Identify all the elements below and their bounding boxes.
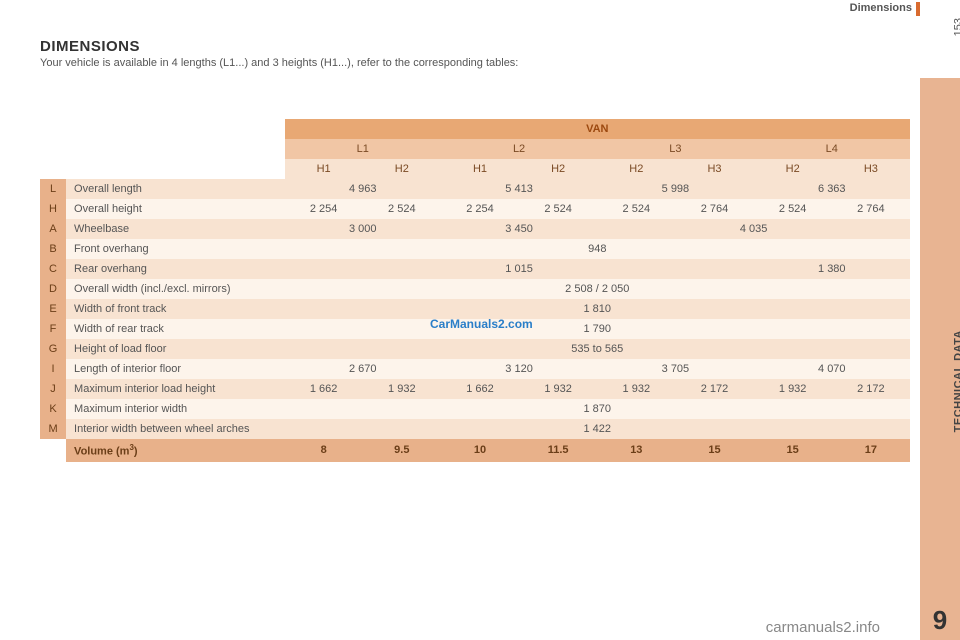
table-row-label: Overall length [66, 179, 285, 199]
table-cell: 2 524 [597, 199, 675, 219]
table-cell: 3 705 [597, 359, 753, 379]
table-cell: 6 363 [754, 179, 910, 199]
table-cell: 2 524 [519, 199, 597, 219]
table-row-label: Maximum interior width [66, 399, 285, 419]
table-header-h: H2 [597, 159, 675, 179]
table-cell: 2 254 [441, 199, 519, 219]
volume-cell: 15 [675, 439, 753, 462]
table-cell: 1 662 [441, 379, 519, 399]
table-row-key: G [40, 339, 66, 359]
table-row-label: Length of interior floor [66, 359, 285, 379]
table-cell: 2 524 [363, 199, 441, 219]
table-cell: 1 932 [597, 379, 675, 399]
table-row-key: E [40, 299, 66, 319]
volume-cell: 8 [285, 439, 363, 462]
table-row-label: Width of front track [66, 299, 285, 319]
table-header-l: L4 [754, 139, 910, 159]
table-header-l: L1 [285, 139, 441, 159]
table-cell: 3 000 [285, 219, 441, 239]
table-row-label: Front overhang [66, 239, 285, 259]
table-cell: 2 764 [832, 199, 910, 219]
table-row-key: I [40, 359, 66, 379]
watermark-text: CarManuals2.com [430, 317, 533, 331]
volume-label: Volume (m3) [66, 439, 285, 462]
table-header-van: VAN [285, 119, 910, 139]
table-row-label: Interior width between wheel arches [66, 419, 285, 439]
table-cell: 2 254 [285, 199, 363, 219]
volume-cell: 9.5 [363, 439, 441, 462]
table-cell: 4 963 [285, 179, 441, 199]
table-cell: 1 790 [285, 319, 910, 339]
side-tab-label: TECHNICAL DATA [952, 330, 960, 432]
table-cell: 1 932 [754, 379, 832, 399]
table-cell: 3 450 [441, 219, 597, 239]
table-row-key: F [40, 319, 66, 339]
table-header-h: H2 [363, 159, 441, 179]
table-row-label: Width of rear track [66, 319, 285, 339]
table-row-key: C [40, 259, 66, 279]
table-row-key: B [40, 239, 66, 259]
table-cell: 2 670 [285, 359, 441, 379]
volume-cell: 17 [832, 439, 910, 462]
table-cell: 4 035 [597, 219, 910, 239]
volume-cell: 11.5 [519, 439, 597, 462]
table-row-label: Wheelbase [66, 219, 285, 239]
volume-cell: 13 [597, 439, 675, 462]
table-cell: 1 932 [363, 379, 441, 399]
table-header-h: H1 [441, 159, 519, 179]
table-row-label: Height of load floor [66, 339, 285, 359]
table-header-h: H1 [285, 159, 363, 179]
table-cell: 1 870 [285, 399, 910, 419]
table-row-key: K [40, 399, 66, 419]
dimensions-table: VANL1L2L3L4H1H2H1H2H2H3H2H3LOverall leng… [40, 119, 910, 462]
table-header-l: L2 [441, 139, 597, 159]
page-title: DIMENSIONS [40, 38, 920, 55]
table-cell: 4 070 [754, 359, 910, 379]
table-header-l: L3 [597, 139, 753, 159]
table-cell: 5 998 [597, 179, 753, 199]
table-header-h: H3 [675, 159, 753, 179]
table-cell: 2 764 [675, 199, 753, 219]
table-cell: 1 810 [285, 299, 910, 319]
page-subtitle: Your vehicle is available in 4 lengths (… [40, 57, 920, 69]
table-cell: 5 413 [441, 179, 597, 199]
table-cell: 535 to 565 [285, 339, 910, 359]
chapter-number: 9 [924, 605, 956, 636]
table-cell: 2 524 [754, 199, 832, 219]
table-row-key: D [40, 279, 66, 299]
table-row-key: M [40, 419, 66, 439]
table-row-label: Overall height [66, 199, 285, 219]
table-cell: 1 662 [285, 379, 363, 399]
table-cell: 1 932 [519, 379, 597, 399]
table-row-key: H [40, 199, 66, 219]
table-cell: 1 380 [754, 259, 910, 279]
table-cell: 2 172 [675, 379, 753, 399]
table-row-label: Rear overhang [66, 259, 285, 279]
table-cell: 948 [285, 239, 910, 259]
table-row-key: A [40, 219, 66, 239]
footer-watermark: carmanuals2.info [766, 619, 880, 636]
table-row-label: Overall width (incl./excl. mirrors) [66, 279, 285, 299]
table-row-key: L [40, 179, 66, 199]
volume-cell: 10 [441, 439, 519, 462]
table-row-label: Maximum interior load height [66, 379, 285, 399]
table-row-key: J [40, 379, 66, 399]
table-header-h: H2 [754, 159, 832, 179]
page-number: 153 [952, 18, 960, 36]
table-cell: 1 015 [285, 259, 754, 279]
table-header-h: H2 [519, 159, 597, 179]
table-cell: 2 172 [832, 379, 910, 399]
table-cell: 1 422 [285, 419, 910, 439]
volume-cell: 15 [754, 439, 832, 462]
table-cell: 2 508 / 2 050 [285, 279, 910, 299]
table-header-h: H3 [832, 159, 910, 179]
table-cell: 3 120 [441, 359, 597, 379]
